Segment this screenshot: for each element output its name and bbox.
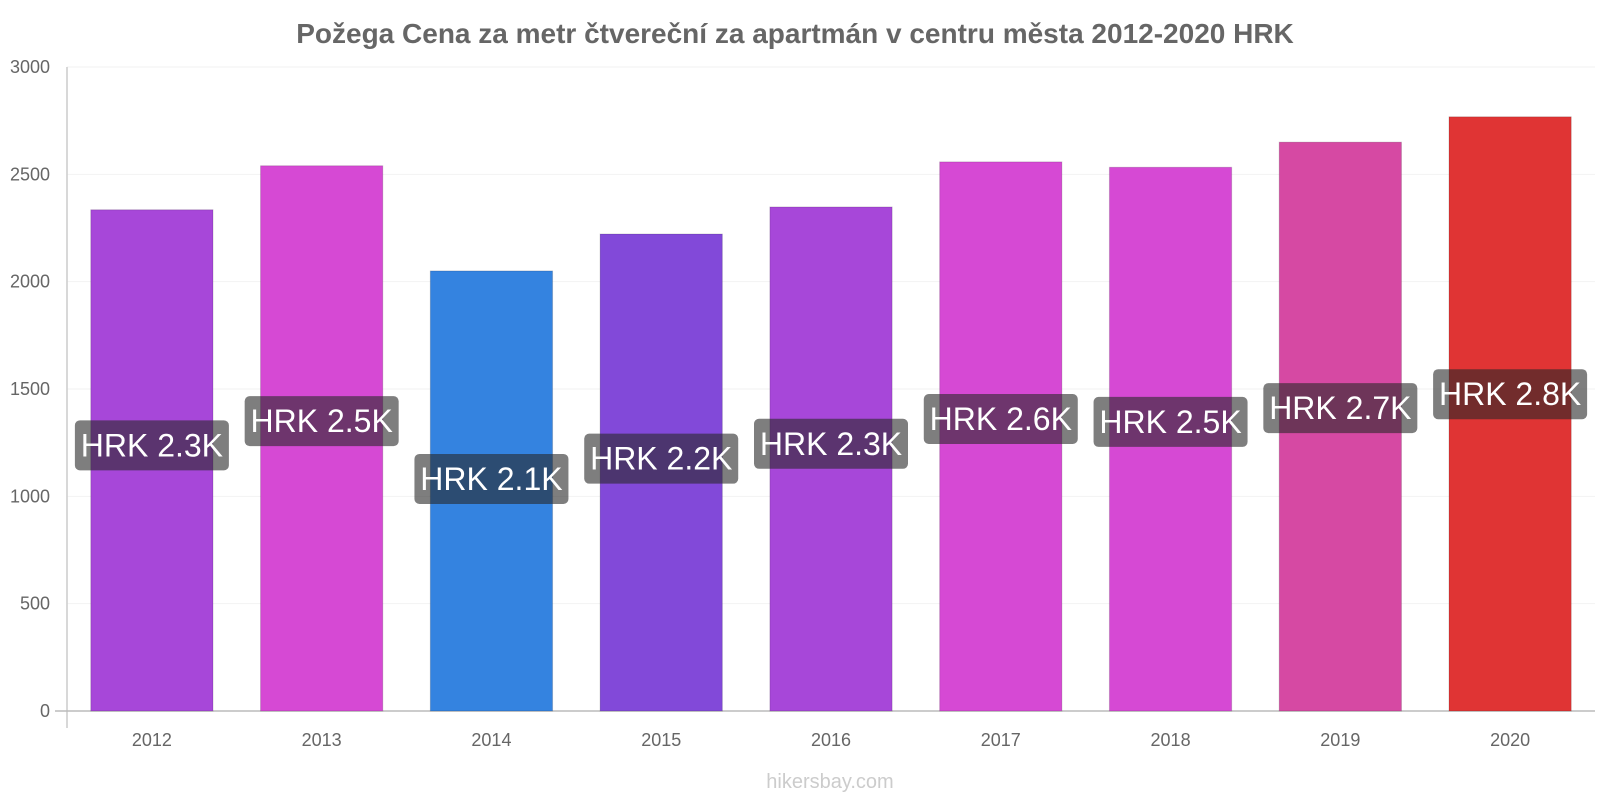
data-label-text: HRK 2.5K [251, 403, 393, 439]
x-tick-label: 2016 [811, 730, 851, 750]
y-tick-label: 500 [20, 594, 50, 614]
data-label: HRK 2.2K [584, 433, 739, 484]
data-label-text: HRK 2.3K [760, 426, 902, 462]
x-tick-label: 2017 [981, 730, 1021, 750]
data-label: HRK 2.6K [923, 393, 1078, 444]
data-label-box [1263, 383, 1418, 434]
data-label-box [74, 420, 229, 471]
data-label-text: HRK 2.2K [590, 441, 732, 477]
x-tick-label: 2018 [1151, 730, 1191, 750]
y-tick-label: 3000 [10, 57, 50, 77]
data-label: HRK 2.5K [244, 396, 399, 447]
data-labels: HRK 2.3K HRK 2.5K HRK 2.1K HRK 2.2K HRK 2.3K… [74, 369, 1588, 504]
data-label: HRK 2.8K [1433, 369, 1588, 420]
y-tick-label: 1500 [10, 379, 50, 399]
x-tick-label: 2019 [1320, 730, 1360, 750]
data-label-text: HRK 2.1K [420, 461, 562, 497]
data-label-box [754, 418, 908, 469]
y-tick-label: 2500 [10, 164, 50, 184]
data-label-text: HRK 2.7K [1269, 390, 1411, 426]
data-label: HRK 2.5K [1093, 396, 1248, 447]
x-tick-label: 2020 [1490, 730, 1530, 750]
data-label-box [1093, 396, 1248, 447]
x-tick-labels: 2012 2013 2014 2015 2016 2017 2018 2019 2020 [132, 730, 1530, 750]
x-tick-label: 2012 [132, 730, 172, 750]
data-label: HRK 2.3K [74, 420, 229, 471]
data-label-box [414, 453, 569, 504]
data-label-box [1433, 369, 1588, 420]
y-tick-label: 2000 [10, 272, 50, 292]
x-tick-label: 2013 [302, 730, 342, 750]
data-label-box [923, 393, 1078, 444]
data-label: HRK 2.7K [1263, 383, 1418, 434]
watermark-text: hikersbay.com [766, 771, 893, 793]
data-label-text: HRK 2.8K [1439, 376, 1581, 412]
data-label: HRK 2.3K [754, 418, 908, 469]
y-tick-label: 0 [40, 701, 50, 721]
data-label-box [584, 433, 739, 484]
y-tick-label: 1000 [10, 486, 50, 506]
data-label-text: HRK 2.5K [1099, 404, 1241, 440]
data-label-box [244, 396, 399, 447]
x-tick-label: 2015 [641, 730, 681, 750]
data-label-text: HRK 2.3K [81, 427, 223, 463]
data-label-text: HRK 2.6K [930, 401, 1072, 437]
chart-title: Požega Cena za metr čtvereční za apartmá… [296, 18, 1294, 49]
data-label: HRK 2.1K [414, 453, 569, 504]
x-tick-label: 2014 [471, 730, 511, 750]
